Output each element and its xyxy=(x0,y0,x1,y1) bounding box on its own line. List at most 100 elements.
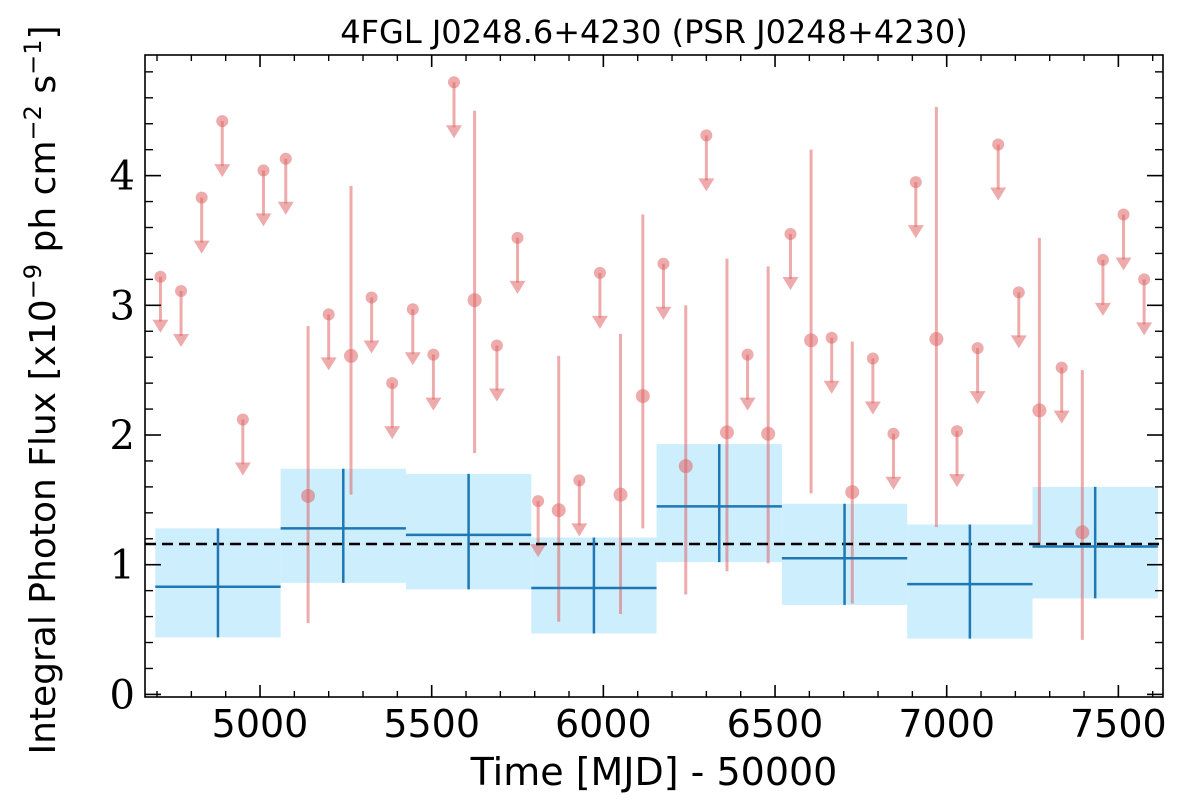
y-label-suffix: ] xyxy=(23,25,64,39)
upper-limit-arrow-5 xyxy=(255,213,272,227)
upper-limit-arrow-17 xyxy=(591,315,608,329)
upper-limit-arrow-22 xyxy=(823,380,840,394)
upper-limit-point-29 xyxy=(1012,286,1025,299)
upper-limit-arrow-28 xyxy=(990,187,1007,201)
upper-limit-arrow-3 xyxy=(214,164,231,178)
upper-limit-arrow-10 xyxy=(404,352,421,366)
upper-limit-point-5 xyxy=(257,164,270,177)
upper-limit-arrow-13 xyxy=(488,388,505,402)
upper-limit-arrow-23 xyxy=(864,401,881,415)
chart-title: 4FGL J0248.6+4230 (PSR J0248+4230) xyxy=(340,13,968,51)
upper-limit-point-33 xyxy=(1138,273,1151,286)
plot-frame xyxy=(144,54,1164,698)
y-label-exponent-3: −1 xyxy=(19,40,47,75)
detection-point-1 xyxy=(344,348,359,363)
plot-area xyxy=(145,76,1163,640)
upper-limit-arrow-12 xyxy=(446,125,463,139)
upper-limit-arrow-2 xyxy=(193,240,210,254)
upper-limit-arrow-21 xyxy=(782,276,799,290)
upper-limit-arrow-33 xyxy=(1136,322,1153,336)
upper-limit-point-16 xyxy=(573,474,586,487)
x-tick-label-4: 7000 xyxy=(898,702,995,746)
upper-limit-point-1 xyxy=(175,285,188,298)
y-label-unit-2: s xyxy=(23,75,64,105)
upper-limit-point-22 xyxy=(825,331,838,344)
upper-limit-point-28 xyxy=(992,138,1005,151)
upper-limit-arrow-9 xyxy=(384,426,401,440)
upper-limit-arrow-26 xyxy=(948,474,965,488)
upper-limit-point-32 xyxy=(1117,208,1130,221)
upper-limit-arrow-18 xyxy=(655,306,672,320)
detection-point-2 xyxy=(467,293,482,308)
upper-limit-arrow-27 xyxy=(969,391,986,405)
upper-limit-point-4 xyxy=(236,413,249,426)
upper-limit-point-26 xyxy=(950,425,963,438)
y-axis-label: Integral Photon Flux [x10−9 ph cm−2 s−1] xyxy=(19,25,64,754)
detection-point-12 xyxy=(1032,403,1047,418)
upper-limit-point-23 xyxy=(866,352,879,365)
x-tick-label-3: 6500 xyxy=(727,702,824,746)
x-tick-label-1: 5500 xyxy=(383,702,480,746)
upper-limit-arrow-1 xyxy=(173,334,190,348)
y-tick-label-3: 3 xyxy=(110,283,135,329)
upper-limit-point-2 xyxy=(195,191,208,204)
upper-limit-point-18 xyxy=(657,257,670,270)
upper-limit-point-14 xyxy=(511,231,524,244)
upper-limit-arrow-7 xyxy=(320,357,337,371)
upper-limit-arrow-11 xyxy=(425,397,442,411)
upper-limit-point-3 xyxy=(216,115,229,128)
upper-limit-point-7 xyxy=(322,308,335,321)
detection-point-8 xyxy=(761,426,776,441)
upper-limit-point-0 xyxy=(154,270,167,283)
y-tick-label-2: 2 xyxy=(110,413,135,459)
upper-limit-arrow-0 xyxy=(152,319,169,333)
upper-limit-point-10 xyxy=(406,303,419,316)
upper-limit-point-17 xyxy=(593,266,606,279)
detection-point-11 xyxy=(929,332,944,347)
upper-limit-arrow-24 xyxy=(885,476,902,490)
upper-limit-arrow-6 xyxy=(277,201,294,215)
upper-limit-arrow-15 xyxy=(530,544,547,558)
detection-point-0 xyxy=(301,488,316,503)
y-label-exponent-2: −2 xyxy=(19,105,47,140)
detection-point-9 xyxy=(804,333,819,348)
detection-point-6 xyxy=(678,459,693,474)
upper-limit-point-27 xyxy=(971,342,984,355)
upper-limit-point-8 xyxy=(365,291,378,304)
upper-limit-arrow-14 xyxy=(509,280,526,294)
y-label-unit-1: ph cm xyxy=(23,140,64,263)
upper-limit-arrow-8 xyxy=(363,340,380,354)
upper-limit-arrow-31 xyxy=(1094,302,1111,316)
upper-limit-point-6 xyxy=(279,152,292,165)
detection-point-7 xyxy=(719,425,734,440)
detection-point-4 xyxy=(613,487,628,502)
upper-limit-point-25 xyxy=(909,176,922,189)
y-tick-label-1: 1 xyxy=(110,543,135,589)
axis-ticks: 5000 5500 6000 6500 7000 7500 0 1 2 3 4 xyxy=(110,55,1167,746)
detection-point-13 xyxy=(1075,525,1090,540)
upper-limit-point-24 xyxy=(887,427,900,440)
upper-limit-arrow-20 xyxy=(739,397,756,411)
upper-limit-arrow-29 xyxy=(1010,335,1027,349)
upper-limit-point-13 xyxy=(490,339,503,352)
y-label-prefix: Integral Photon Flux [x10 xyxy=(23,299,64,754)
y-tick-label-4: 4 xyxy=(110,154,135,200)
x-tick-label-5: 7500 xyxy=(1070,702,1167,746)
upper-limit-point-15 xyxy=(532,495,545,508)
y-label-exponent-1: −9 xyxy=(19,264,47,299)
x-axis-label: Time [MJD] - 50000 xyxy=(470,750,838,794)
upper-limit-point-9 xyxy=(386,377,399,390)
upper-limit-arrow-4 xyxy=(234,462,251,476)
x-tick-label-0: 5000 xyxy=(212,702,309,746)
upper-limit-arrow-16 xyxy=(571,523,588,537)
upper-limit-point-31 xyxy=(1096,253,1109,266)
detection-point-10 xyxy=(845,485,860,500)
upper-limit-point-30 xyxy=(1055,361,1068,374)
detection-point-3 xyxy=(551,503,566,518)
upper-limit-point-20 xyxy=(741,348,754,361)
detection-point-5 xyxy=(635,389,650,404)
upper-limit-arrow-25 xyxy=(907,225,924,239)
y-tick-label-0: 0 xyxy=(110,672,135,718)
x-tick-label-2: 6000 xyxy=(555,702,652,746)
